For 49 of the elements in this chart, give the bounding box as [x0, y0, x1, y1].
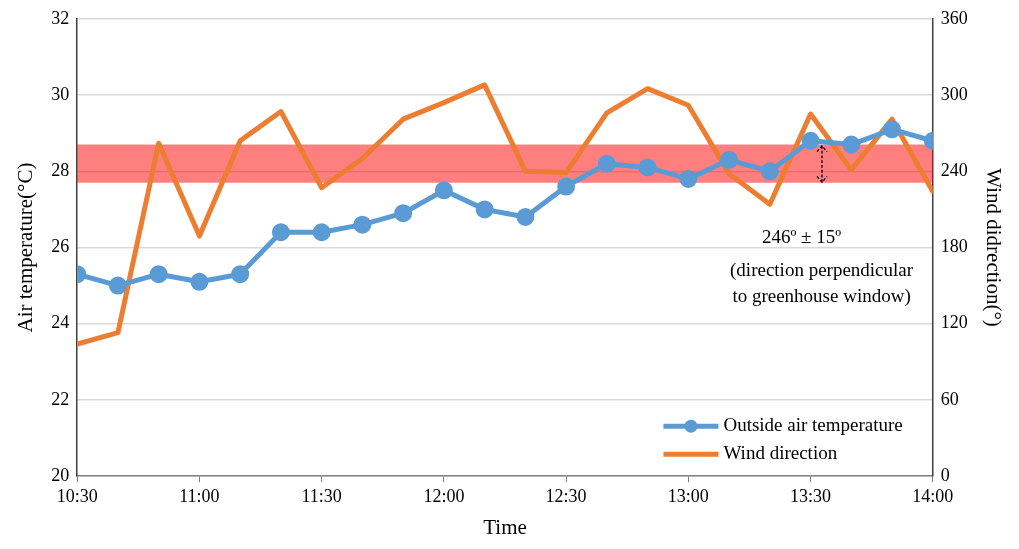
point [231, 265, 250, 284]
y-tick-label: 30 [51, 83, 70, 104]
annotation: (direction perpendicular to greenhouse window) [730, 259, 914, 308]
legend-label: Outside air temperature [723, 414, 903, 436]
y2-tick-label: 240 [940, 160, 968, 180]
y-axis-title: Air temperature(°C) [13, 162, 38, 333]
point [638, 158, 657, 177]
x-tick-label: 10:30 [56, 485, 98, 506]
point [516, 208, 535, 227]
point [190, 272, 209, 291]
y2-tick-label: 60 [940, 388, 959, 409]
point [434, 181, 453, 200]
x-tick-label: 14:00 [912, 485, 954, 506]
y-tick-label: 24 [51, 312, 70, 333]
legend-label: Wind direction [723, 442, 838, 464]
y2-tick-label: 300 [940, 83, 968, 104]
point [883, 120, 902, 139]
point [149, 265, 168, 284]
y2-tick-label: 0 [940, 464, 950, 485]
y-tick-label: 22 [51, 388, 70, 409]
point [801, 131, 820, 150]
y2-tick-label: 360 [940, 7, 968, 28]
point [842, 135, 861, 154]
y-tick-label: 26 [51, 236, 70, 257]
annotation: 246º ± 15º [761, 226, 842, 248]
point [475, 200, 494, 219]
x-tick-label: 12:00 [423, 485, 465, 506]
point [312, 223, 331, 242]
x-tick-label: 13:30 [790, 485, 832, 506]
point [557, 177, 576, 196]
y2-axis-title: Wind didrection(°) [981, 168, 1006, 327]
x-tick-label: 11:30 [301, 485, 342, 506]
point [597, 154, 616, 173]
point [394, 204, 413, 223]
point [108, 276, 127, 295]
y-tick-label: 32 [51, 7, 70, 28]
x-tick-label: 11:00 [179, 485, 220, 506]
point [720, 150, 739, 169]
y2-tick-label: 120 [940, 312, 968, 333]
point [679, 169, 698, 188]
point [760, 162, 779, 181]
point [271, 223, 290, 242]
point [353, 215, 372, 234]
x-tick-label: 13:00 [667, 485, 709, 506]
x-tick-label: 12:30 [545, 485, 587, 506]
y-tick-label: 20 [51, 464, 70, 485]
x-axis-title: Time [483, 514, 527, 539]
y-tick-label: 28 [51, 160, 70, 180]
y2-tick-label: 180 [940, 236, 968, 257]
